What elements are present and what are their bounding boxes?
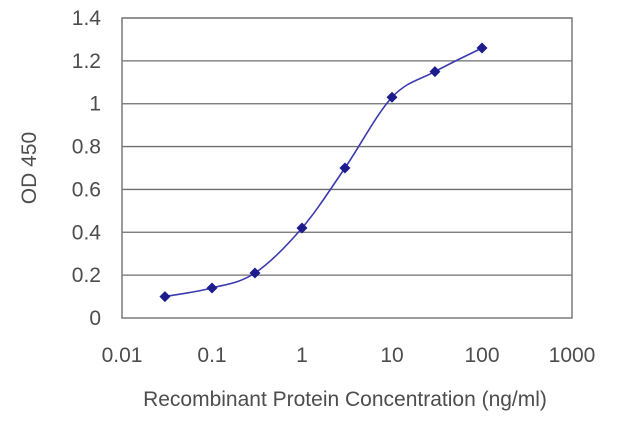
y-tick-label: 0.4 <box>72 221 102 244</box>
x-axis-title: Recombinant Protein Concentration (ng/ml… <box>143 388 547 411</box>
y-tick-label: 1 <box>89 93 101 116</box>
y-axis-title: OD 450 <box>18 132 41 204</box>
data-point <box>159 291 171 303</box>
data-point <box>296 222 308 234</box>
data-point <box>476 42 488 54</box>
x-tick-label: 0.1 <box>197 344 226 367</box>
y-tick-label: 0.2 <box>72 264 101 287</box>
y-tick-label: 0.6 <box>72 178 101 201</box>
axis-ticks: 0 0.2 0.4 0.6 0.8 1 1.2 1.4 0.01 0.1 1 10 100 1000 <box>72 7 596 367</box>
data-point <box>386 91 398 103</box>
data-point <box>206 282 218 294</box>
data-point <box>249 267 261 279</box>
y-tick-label: 1.2 <box>72 50 101 73</box>
x-tick-label: 10 <box>380 344 403 367</box>
y-tick-label: 0 <box>89 307 101 330</box>
series-line <box>164 47 483 298</box>
data-series <box>159 42 488 303</box>
x-tick-label: 100 <box>464 344 499 367</box>
x-tick-label: 1 <box>296 344 308 367</box>
y-tick-label: 1.4 <box>72 7 102 30</box>
data-point <box>429 66 441 78</box>
x-tick-label: 1000 <box>549 344 596 367</box>
data-point <box>339 162 351 174</box>
y-tick-label: 0.8 <box>72 136 101 159</box>
plot-frame <box>121 17 573 319</box>
x-tick-label: 0.01 <box>102 344 143 367</box>
grid <box>122 17 572 276</box>
